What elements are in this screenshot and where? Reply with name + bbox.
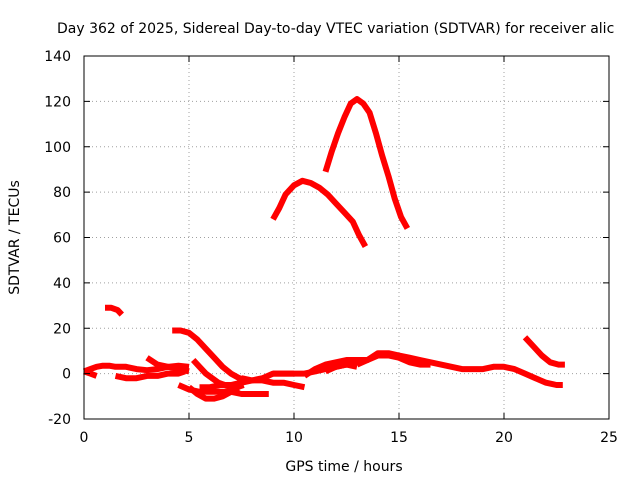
y-tick-label: 60 — [53, 231, 71, 247]
series-layer — [82, 96, 565, 402]
series-line-track-15 — [355, 352, 431, 368]
series-line-track-11 — [240, 375, 306, 391]
y-tick-label: 140 — [44, 49, 71, 65]
series-line-track-18 — [522, 335, 565, 368]
series-line-track-4 — [114, 368, 186, 382]
tick-layer: 0 5 10 15 20 25 -20 0 20 40 60 80 100 120 140 — [44, 49, 618, 446]
y-tick-label: 100 — [44, 140, 71, 156]
x-tick-label: 5 — [185, 430, 194, 446]
series-line-track-16 — [270, 177, 369, 249]
y-axis-label: SDTVAR / TECUs — [7, 180, 23, 295]
y-tick-label: 0 — [62, 367, 71, 383]
series-line-track-5 — [145, 355, 190, 375]
series-line-track-9 — [187, 384, 241, 402]
series-line-track-17 — [322, 96, 411, 230]
x-tick-label: 0 — [80, 430, 89, 446]
series-line-track-6 — [172, 327, 249, 384]
y-tick-label: 20 — [53, 321, 71, 337]
x-tick-label: 15 — [390, 430, 408, 446]
series-line-track-12 — [273, 350, 563, 388]
y-tick-label: 40 — [53, 276, 71, 292]
y-tick-label: 120 — [44, 94, 71, 110]
series-line-track-14 — [324, 361, 358, 375]
chart-title: Day 362 of 2025, Sidereal Day-to-day VTE… — [57, 21, 614, 37]
y-tick-label: 80 — [53, 185, 71, 201]
x-tick-label: 25 — [600, 430, 618, 446]
series-line-track-3 — [105, 304, 124, 317]
y-tick-label: -20 — [48, 412, 71, 428]
series-line-track-13 — [302, 357, 368, 379]
series-line-track-2 — [83, 368, 98, 379]
x-tick-label: 10 — [285, 430, 303, 446]
x-axis-label: GPS time / hours — [285, 459, 402, 475]
grid-layer — [84, 56, 609, 419]
x-tick-label: 20 — [495, 430, 513, 446]
